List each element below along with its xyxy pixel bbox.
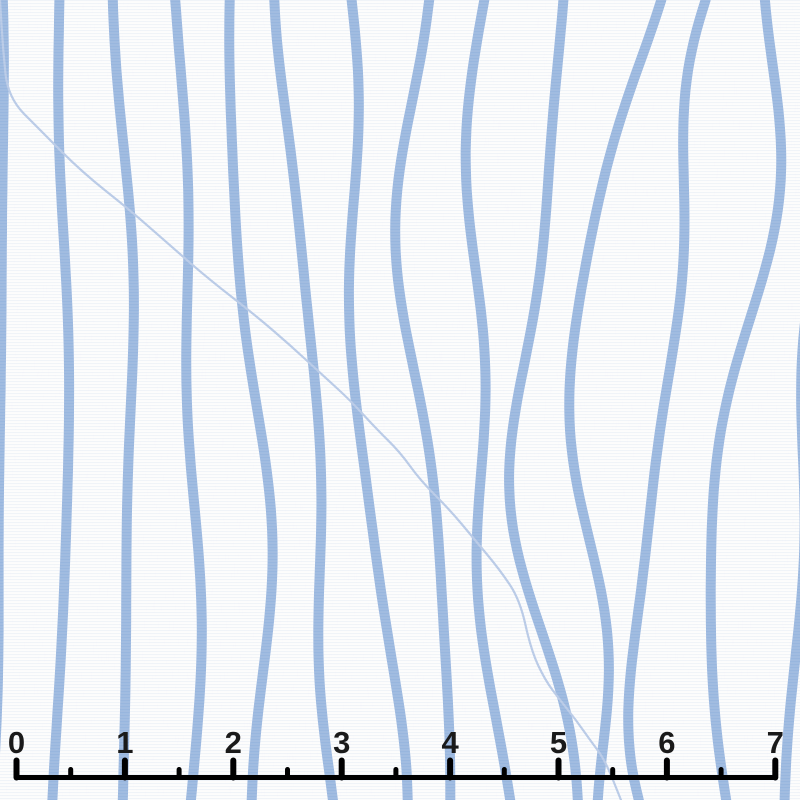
svg-text:3: 3	[333, 725, 350, 760]
svg-text:0: 0	[8, 725, 25, 760]
svg-text:2: 2	[225, 725, 242, 760]
svg-text:5: 5	[550, 725, 567, 760]
svg-text:7: 7	[767, 725, 784, 760]
svg-text:4: 4	[441, 725, 459, 760]
svg-text:1: 1	[116, 725, 133, 760]
svg-text:6: 6	[658, 725, 675, 760]
